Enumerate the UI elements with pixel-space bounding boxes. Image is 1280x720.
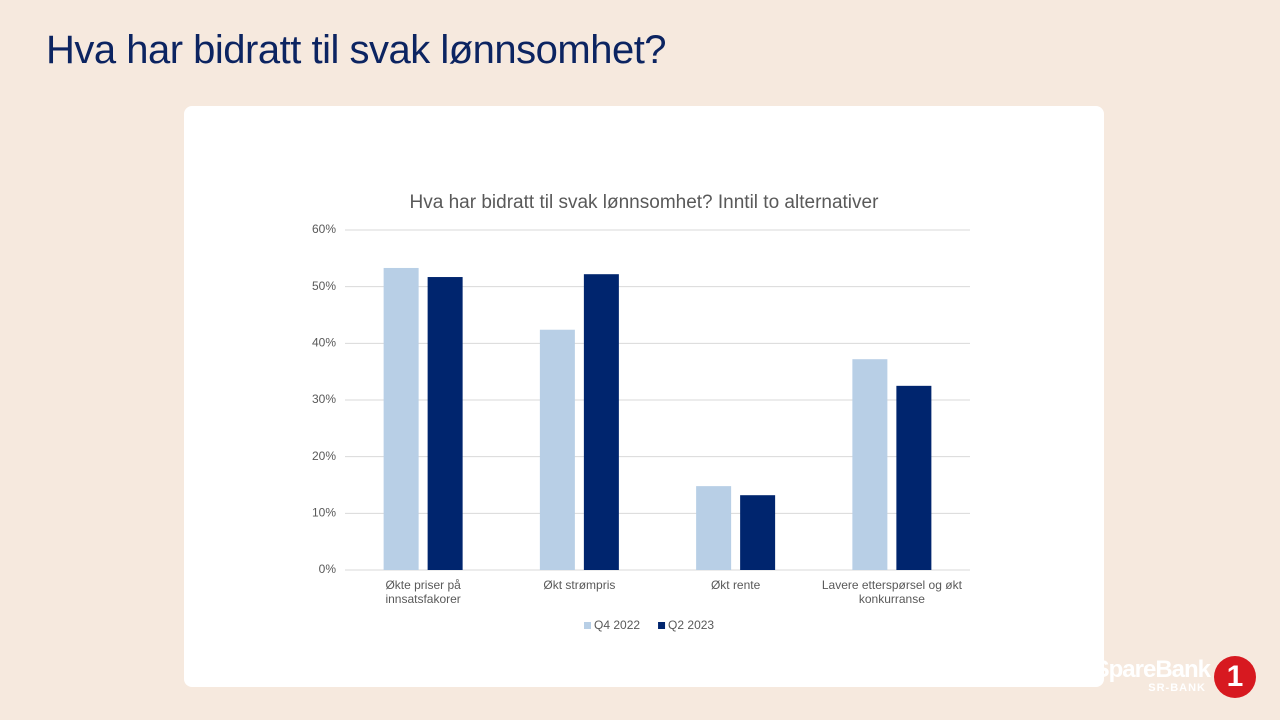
- bar: [852, 359, 888, 570]
- legend-label: Q2 2023: [668, 618, 714, 632]
- logo-subtitle: SR-BANK: [1148, 682, 1206, 694]
- y-tick-label: 30%: [312, 392, 336, 406]
- bar: [740, 495, 776, 570]
- x-tick-label: Lavere etterspørsel og økt konkurranse: [821, 578, 962, 606]
- logo: SpareBank SR-BANK 1: [1056, 654, 1256, 700]
- logo-name: SpareBank: [1093, 656, 1211, 683]
- bar: [539, 329, 575, 570]
- bar: [383, 267, 419, 570]
- legend-swatch: [584, 622, 591, 629]
- logo-badge: 1: [1214, 656, 1256, 698]
- y-tick-label: 50%: [312, 279, 336, 293]
- x-tick-label: Økte priser på innsatsfakorer: [385, 578, 461, 606]
- y-tick-label: 0%: [319, 562, 337, 576]
- x-tick-label: Økt rente: [710, 578, 761, 592]
- y-tick-label: 60%: [312, 222, 336, 236]
- chart-title: Hva har bidratt til svak lønnsomhet? Inn…: [410, 192, 880, 213]
- chart-card: Hva har bidratt til svak lønnsomhet? Inn…: [184, 106, 1104, 687]
- bar: [427, 277, 463, 570]
- legend-swatch: [658, 622, 666, 629]
- chart: Hva har bidratt til svak lønnsomhet? Inn…: [312, 192, 970, 632]
- x-tick-label: Økt strømpris: [543, 578, 616, 592]
- bar: [896, 385, 932, 570]
- legend-label: Q4 2022: [594, 618, 640, 632]
- slide-title: Hva har bidratt til svak lønnsomhet?: [46, 28, 667, 72]
- y-tick-label: 20%: [312, 449, 336, 463]
- y-tick-label: 10%: [312, 506, 336, 520]
- bar: [696, 486, 732, 570]
- bar: [583, 274, 619, 570]
- y-tick-label: 40%: [312, 336, 336, 350]
